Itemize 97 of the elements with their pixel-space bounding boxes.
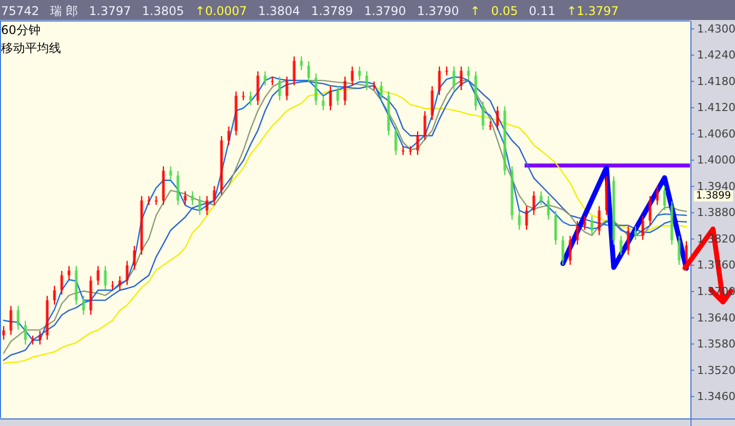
- candlestick: [358, 66, 362, 81]
- candlestick: [336, 86, 340, 106]
- candlestick: [452, 66, 456, 91]
- candlestick: [460, 66, 463, 91]
- y-tick-label: 1.4000: [697, 154, 735, 167]
- candlestick: [24, 320, 27, 346]
- candlestick: [307, 60, 310, 83]
- candlestick: [227, 126, 230, 146]
- candlestick: [350, 66, 354, 86]
- candlestick: [525, 206, 528, 230]
- candlestick: [598, 206, 601, 236]
- candlestick: [590, 216, 594, 236]
- candlestick: [278, 76, 282, 101]
- candlestick: [496, 106, 500, 131]
- candlestick: [482, 100, 484, 131]
- candlestick: [663, 185, 666, 211]
- candlestick: [634, 226, 638, 240]
- candlestick: [154, 195, 158, 206]
- candlestick: [678, 235, 681, 266]
- text: 0.05: [491, 4, 518, 18]
- text: 1.3805: [142, 4, 184, 18]
- candlestick: [242, 90, 245, 101]
- y-tick-label: 1.3460: [697, 390, 735, 404]
- candlestick: [394, 126, 398, 156]
- candlestick: [126, 260, 129, 286]
- candlestick: [2, 325, 6, 340]
- candlestick: [445, 66, 448, 76]
- candlestick: [466, 66, 470, 81]
- candlestick: [285, 76, 288, 101]
- candlestick: [322, 96, 325, 111]
- candlestick: [344, 76, 346, 106]
- candlestick: [518, 210, 521, 230]
- y-tick-label: 1.4300: [697, 22, 735, 36]
- candlestick: [328, 86, 332, 111]
- candlestick: [648, 195, 652, 226]
- candlestick: [365, 70, 368, 91]
- candlestick: [576, 220, 579, 246]
- text: 1.3790: [364, 4, 406, 18]
- candlestick: [300, 56, 303, 71]
- text: 1.3789: [311, 4, 354, 18]
- candlestick: [104, 266, 107, 290]
- candlestick: [31, 335, 34, 346]
- candlestick: [292, 56, 296, 86]
- candlestick: [16, 305, 20, 330]
- text: 瑞 郎: [50, 4, 78, 18]
- y-tick-label: 1.3640: [697, 311, 735, 324]
- candlestick: [568, 235, 572, 266]
- candlestick: [626, 226, 630, 256]
- text: 75742: [1, 4, 40, 18]
- y-tick-label: 1.3580: [697, 338, 735, 351]
- candlestick: [190, 190, 194, 206]
- candlestick: [198, 195, 202, 216]
- text: 1.3804: [258, 4, 300, 18]
- text: 1.3797: [89, 4, 132, 18]
- candlestick: [314, 72, 318, 106]
- candlestick: [169, 166, 172, 180]
- candlestick: [620, 235, 622, 256]
- text: ↑0.0007: [195, 4, 248, 18]
- text: 1.3790: [417, 4, 460, 18]
- candlestick: [416, 130, 420, 156]
- candlestick: [82, 295, 86, 316]
- text: 1.3899: [696, 190, 731, 202]
- candlestick: [546, 195, 550, 220]
- y-tick-label: 1.4180: [697, 74, 735, 88]
- candlestick: [488, 120, 492, 131]
- candlestick: [60, 270, 64, 296]
- text: 移动平均线: [1, 41, 61, 55]
- candlestick: [96, 266, 100, 286]
- text: ↑: [470, 4, 480, 18]
- candlestick: [583, 216, 586, 230]
- y-tick-label: 1.3520: [697, 364, 735, 377]
- candlestick: [264, 70, 267, 86]
- candlestick: [38, 330, 42, 346]
- chart-title: 60分钟: [1, 23, 40, 37]
- candlestick: [438, 66, 441, 96]
- candlestick: [9, 305, 12, 336]
- candlestick: [561, 235, 564, 266]
- y-tick-label: 1.3880: [697, 206, 735, 220]
- candlestick: [641, 216, 644, 240]
- candlestick: [184, 190, 187, 206]
- candlestick: [380, 80, 383, 101]
- candlestick: [249, 90, 252, 106]
- text: 0.11: [528, 4, 556, 18]
- candlestick: [532, 190, 536, 216]
- candlestick: [423, 110, 426, 141]
- candlestick: [118, 276, 122, 290]
- candlestick: [206, 195, 208, 216]
- y-tick-label: 1.4060: [697, 127, 735, 140]
- candlestick: [68, 266, 70, 280]
- candlestick: [656, 185, 659, 206]
- y-tick-label: 1.4240: [697, 48, 735, 62]
- candlestick: [132, 245, 136, 270]
- y-tick-label: 1.4120: [697, 101, 735, 114]
- candlestick: [52, 285, 56, 306]
- candlestick: [212, 185, 216, 206]
- text: ↑1.3797: [566, 4, 619, 18]
- candlestick: [540, 190, 543, 206]
